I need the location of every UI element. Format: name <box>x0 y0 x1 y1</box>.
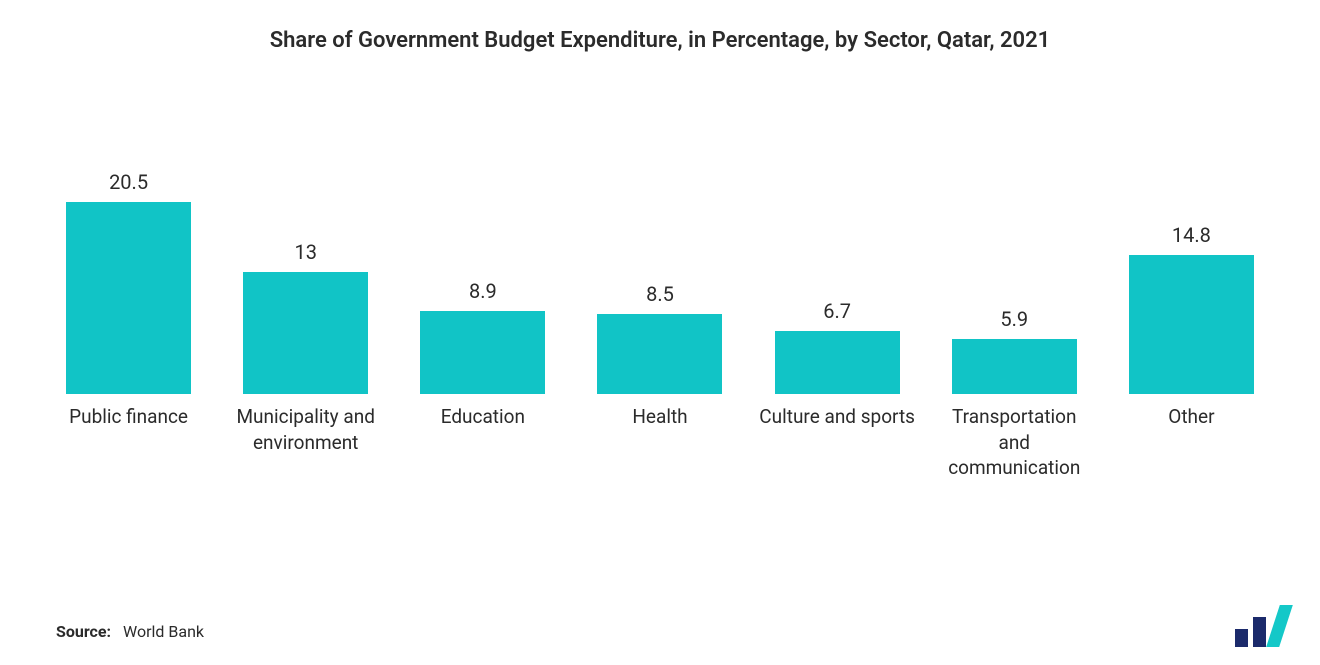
bar-category-label: Health <box>632 404 687 430</box>
bar-group: 6.7 Culture and sports <box>749 170 926 430</box>
chart-title: Share of Government Budget Expenditure, … <box>0 0 1320 61</box>
bar <box>66 202 191 394</box>
bar-group: 14.8 Other <box>1103 170 1280 430</box>
bar-value-label: 14.8 <box>1172 223 1211 247</box>
bar <box>952 339 1077 394</box>
bar-value-label: 13 <box>294 240 316 264</box>
bar <box>775 331 900 394</box>
bar-group: 8.5 Health <box>571 170 748 430</box>
bar-group: 13 Municipality and environment <box>217 170 394 455</box>
bar-value-label: 8.5 <box>646 282 674 306</box>
source-line: Source: World Bank <box>56 622 204 641</box>
bar-group: 8.9 Education <box>394 170 571 430</box>
bar-chart: 20.5 Public finance 13 Municipality and env… <box>40 170 1280 550</box>
bar-value-label: 20.5 <box>109 170 148 194</box>
bar-category-label: Education <box>441 404 525 430</box>
bar-category-label: Other <box>1168 404 1214 430</box>
bar-value-label: 5.9 <box>1000 307 1028 331</box>
source-label: Source: <box>56 622 111 641</box>
bar <box>597 314 722 394</box>
bar-category-label: Public finance <box>69 404 188 430</box>
bar-category-label: Culture and sports <box>759 404 915 430</box>
bar <box>1129 255 1254 394</box>
bar-value-label: 8.9 <box>469 279 497 303</box>
bar-value-label: 6.7 <box>823 299 851 323</box>
bar <box>243 272 368 394</box>
bar <box>420 311 545 394</box>
source-value: World Bank <box>123 622 204 641</box>
bar-category-label: Transportation and communication <box>934 404 1094 481</box>
bar-group: 20.5 Public finance <box>40 170 217 430</box>
bar-group: 5.9 Transportation and communication <box>926 170 1103 481</box>
brand-logo-icon <box>1235 605 1286 647</box>
bar-category-label: Municipality and environment <box>226 404 386 455</box>
